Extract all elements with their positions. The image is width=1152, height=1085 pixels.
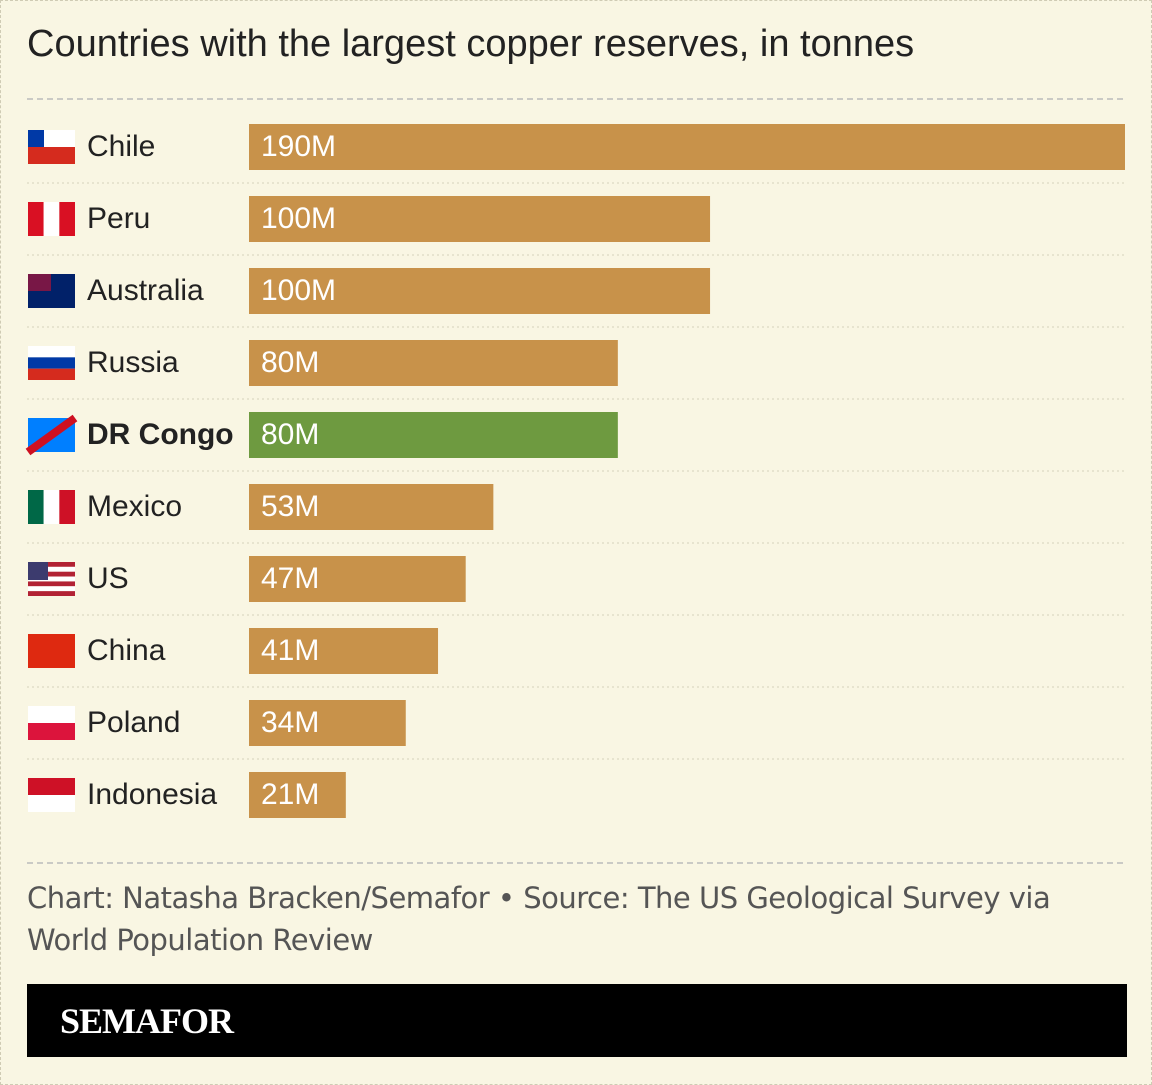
flag-stripe xyxy=(28,368,75,380)
value-label: 21M xyxy=(261,778,319,811)
flag-stripe xyxy=(43,490,60,524)
flag-stripe xyxy=(28,566,75,572)
value-label: 41M xyxy=(261,634,319,667)
value-label: 34M xyxy=(261,706,319,739)
category-label: Indonesia xyxy=(87,778,217,811)
flag-stripe xyxy=(28,571,75,577)
flag-stripe xyxy=(59,202,75,236)
bar xyxy=(249,268,711,314)
flag-stripe xyxy=(28,147,75,164)
category-label: Poland xyxy=(87,706,180,739)
category-label: US xyxy=(87,562,129,595)
flag-stripe xyxy=(28,357,75,369)
chart-title: Countries with the largest copper reserv… xyxy=(27,23,914,65)
value-label: 190M xyxy=(261,130,336,163)
value-label: 80M xyxy=(261,346,319,379)
bar xyxy=(249,772,346,818)
flag-stripe xyxy=(28,581,75,587)
value-label: 47M xyxy=(261,562,319,595)
flag-stripe xyxy=(28,346,75,358)
bar xyxy=(249,196,711,242)
logo: SEMAFOR xyxy=(60,1001,234,1041)
flag-stripe xyxy=(28,586,75,592)
bar xyxy=(249,412,618,458)
bar xyxy=(249,628,439,674)
flag-stripe xyxy=(28,274,51,291)
chart: Countries with the largest copper reserv… xyxy=(25,23,1127,864)
bar xyxy=(249,124,1125,170)
flag-stripe xyxy=(28,706,75,723)
value-label: 53M xyxy=(261,490,319,523)
source-note: Chart: Natasha Bracken/Semafor • Source:… xyxy=(27,881,1051,957)
bar xyxy=(249,700,406,746)
category-label: China xyxy=(87,634,166,667)
flag-stripe xyxy=(28,723,75,740)
footer-bar: SEMAFOR xyxy=(27,984,1127,1057)
bar xyxy=(249,484,494,530)
flag-stripe xyxy=(43,202,60,236)
flag-stripe xyxy=(28,130,44,147)
flag-stripe xyxy=(28,562,48,580)
category-label: Mexico xyxy=(87,490,182,523)
value-label: 100M xyxy=(261,202,336,235)
category-label: Australia xyxy=(87,274,204,307)
category-label: Russia xyxy=(87,346,179,379)
category-label: Peru xyxy=(87,202,150,235)
flag-stripe xyxy=(28,795,75,812)
flag-stripe xyxy=(59,490,75,524)
value-label: 100M xyxy=(261,274,336,307)
flag-stripe xyxy=(28,490,44,524)
category-label: DR Congo xyxy=(87,418,234,451)
flag-stripe xyxy=(28,291,75,308)
flag-stripe xyxy=(28,562,75,567)
flag-stripe xyxy=(28,634,75,668)
value-label: 80M xyxy=(261,418,319,451)
flag-stripe xyxy=(25,414,78,456)
bar xyxy=(249,340,618,386)
flag-stripe xyxy=(28,591,75,596)
flag-stripe xyxy=(28,202,44,236)
category-label: Chile xyxy=(87,130,155,163)
bar xyxy=(249,556,466,602)
flag-stripe xyxy=(28,778,75,795)
flag-stripe xyxy=(28,576,75,582)
